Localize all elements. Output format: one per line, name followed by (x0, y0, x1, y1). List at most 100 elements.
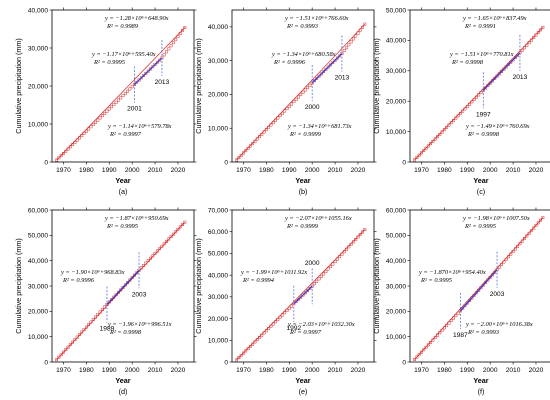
data-point (431, 338, 435, 342)
data-point (73, 338, 77, 342)
x-tick-label: 2000 (305, 167, 320, 174)
data-point (91, 123, 95, 126)
data-point (110, 105, 113, 109)
regression-equation: y = −2.07×10⁶+1055.16x (284, 215, 352, 222)
x-axis-title: Year (473, 176, 488, 185)
data-point (171, 41, 175, 45)
data-point (342, 250, 346, 254)
regression-equation: y = −1.28×10⁶+648.90x (104, 15, 169, 22)
data-point (84, 129, 88, 133)
data-point (237, 156, 241, 160)
data-point (96, 118, 100, 122)
data-point (283, 109, 287, 113)
regression-equation: y = −1.99×10⁶+1011.92x (240, 269, 307, 276)
data-point (349, 242, 353, 246)
data-point (349, 40, 353, 44)
data-point (322, 70, 326, 74)
data-point (319, 72, 323, 76)
breakpoint-label: 1987 (453, 332, 468, 339)
y-tick-label: 40,000 (386, 38, 407, 45)
data-point (292, 100, 296, 104)
data-point (488, 276, 492, 279)
data-point (539, 218, 542, 222)
data-point (301, 293, 305, 297)
data-point (424, 146, 428, 150)
x-tick-label: 2020 (171, 367, 186, 374)
chart-panel-3: 1970 1980 1990 2000 2010 2020 0 10,000 20,000 30,… (372, 7, 550, 196)
data-point (169, 235, 173, 239)
data-point (329, 63, 332, 67)
x-tick-label: 2000 (125, 167, 140, 174)
data-point (128, 87, 132, 91)
y-tick-label: 40,000 (386, 258, 407, 265)
data-point (130, 85, 134, 89)
data-point (287, 104, 291, 108)
data-point (484, 86, 488, 90)
data-point (347, 245, 351, 249)
data-point (308, 83, 312, 87)
segment-line (293, 285, 313, 305)
r-squared: R² = 0.9996 (62, 277, 95, 284)
x-tick-label: 1970 (56, 367, 71, 374)
data-point (539, 28, 542, 32)
data-point (78, 136, 81, 140)
data-point (91, 318, 95, 321)
data-point (142, 264, 146, 267)
data-point (55, 158, 59, 162)
data-point (513, 247, 517, 251)
data-point (280, 111, 284, 115)
data-point (433, 336, 437, 340)
y-tick-label: 40,000 (28, 258, 49, 265)
data-point (504, 257, 508, 261)
data-point (527, 41, 531, 45)
data-point (326, 267, 330, 271)
data-point (169, 44, 173, 48)
x-tick-label: 2010 (148, 367, 163, 374)
data-point (285, 309, 289, 312)
data-point (529, 229, 533, 233)
data-point (94, 315, 97, 319)
data-point (335, 257, 339, 261)
data-point (491, 79, 494, 83)
data-point (242, 151, 245, 155)
data-point (119, 96, 123, 100)
data-point (509, 60, 513, 64)
data-point (176, 35, 180, 39)
data-point (447, 321, 451, 325)
data-point (534, 33, 538, 37)
data-point (107, 107, 111, 111)
data-point (463, 304, 467, 308)
breakpoint-label: 1992 (287, 325, 302, 332)
x-tick-label: 1980 (437, 167, 452, 174)
regression-equation: y = −1.51×10⁶+770.81x (449, 51, 514, 58)
data-point (479, 91, 483, 95)
data-point (253, 340, 257, 344)
data-point (502, 260, 506, 264)
y-tick-label: 30,000 (386, 283, 407, 290)
y-tick-label: 10,000 (208, 338, 229, 345)
chart-panel-6: 1970 1980 1990 2000 2010 2020 0 10,000 20,000 30,… (372, 207, 550, 396)
data-point (59, 353, 63, 357)
y-tick-label: 10,000 (28, 121, 49, 128)
breakpoint-label: 2000 (305, 260, 320, 267)
data-point (94, 120, 97, 124)
data-point (171, 232, 175, 236)
data-point (504, 65, 508, 69)
r-squared: R² = 0.9989 (106, 23, 139, 30)
data-point (340, 252, 344, 256)
data-point (178, 32, 182, 35)
regression-equation: y = −1.17×10⁶+595.40x (91, 51, 156, 58)
data-point (181, 29, 184, 32)
data-point (495, 74, 499, 78)
y-tick-label: 0 (402, 159, 406, 166)
data-point (144, 71, 148, 75)
data-point (258, 135, 261, 139)
data-point (345, 247, 348, 251)
fit-line (236, 23, 366, 161)
r-squared: R² = 0.9993 (467, 329, 499, 336)
data-point (449, 319, 453, 322)
data-point (461, 306, 465, 310)
data-point (242, 351, 245, 355)
data-point (151, 65, 155, 69)
r-squared: R² = 0.9996 (273, 59, 306, 66)
